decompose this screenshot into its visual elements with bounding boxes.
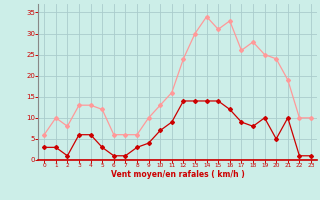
X-axis label: Vent moyen/en rafales ( km/h ): Vent moyen/en rafales ( km/h ) [111,170,244,179]
